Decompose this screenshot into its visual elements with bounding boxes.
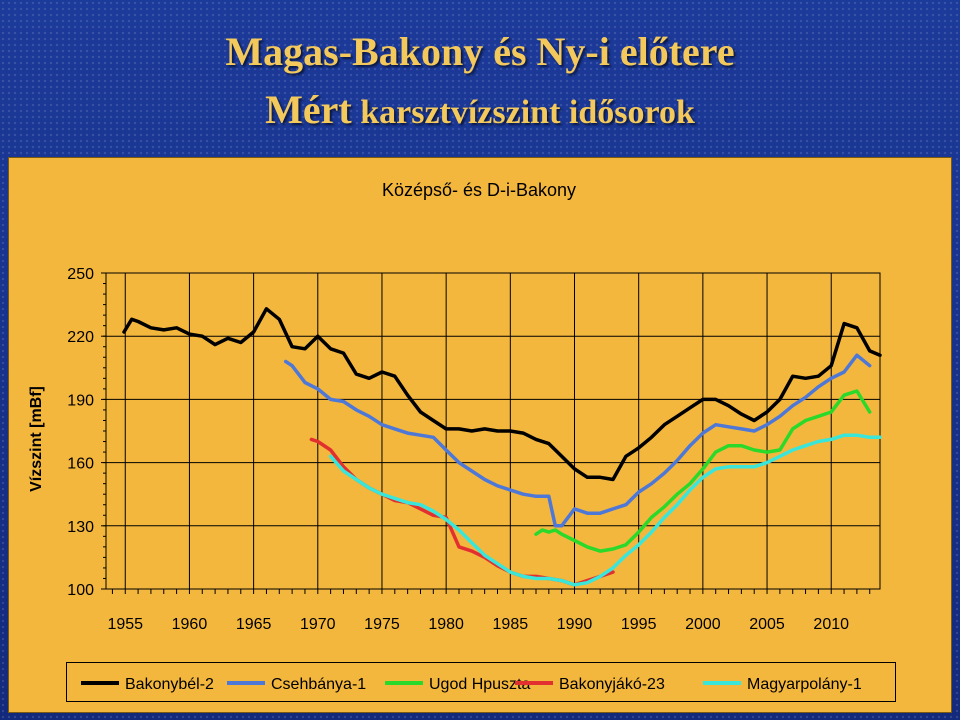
legend-label: Ugod Hpuszta (429, 676, 530, 693)
x-tick-label: 1955 (107, 616, 143, 633)
grid-lines (106, 272, 880, 590)
y-tick-label: 130 (67, 519, 94, 536)
series-line-5 (328, 433, 882, 587)
x-tick-label: 1995 (621, 616, 657, 633)
y-tick-label: 220 (67, 329, 94, 346)
axis-ticks: 1955 1960 1965 1970 1975 1980 1985 1990 1995 2000… (67, 266, 871, 633)
slide-title-strong: Mért (265, 87, 352, 132)
series-line-1 (122, 307, 882, 482)
x-tick-label: 1975 (364, 616, 400, 633)
x-tick-label: 2005 (749, 616, 785, 633)
x-tick-label: 1970 (300, 616, 336, 633)
x-tick-label: 1985 (493, 616, 529, 633)
x-tick-label: 2000 (685, 616, 721, 633)
y-tick-label: 190 (67, 392, 94, 409)
chart-legend: Bakonybél-2 Csehbánya-1 Ugod Hpuszta Bakony… (66, 662, 896, 702)
y-tick-label: 160 (67, 456, 94, 473)
chart-title: Középső- és D-i-Bakony (382, 180, 576, 200)
x-tick-label: 2010 (813, 616, 849, 633)
slide-title-rest: karsztvízszint idősorok (351, 94, 695, 131)
y-axis-label: Vízszint [mBf] (28, 386, 45, 492)
legend-label: Magyarpolány-1 (747, 676, 862, 693)
series-line-3 (534, 389, 872, 553)
series-layer (122, 307, 882, 587)
x-tick-label: 1980 (428, 616, 464, 633)
slide-title-line2: Mért karsztvízszint idősorok (0, 88, 960, 135)
x-tick-label: 1990 (557, 616, 593, 633)
y-tick-label: 250 (67, 266, 94, 283)
legend-label: Csehbánya-1 (271, 676, 366, 693)
legend-label: Bakonybél-2 (125, 676, 214, 693)
x-tick-label: 1960 (172, 616, 208, 633)
slide-title-line1: Magas-Bakony és Ny-i előtere (225, 29, 735, 74)
legend-label: Bakonyjákó-23 (559, 676, 665, 693)
x-tick-label: 1965 (236, 616, 272, 633)
series-line-2 (283, 353, 872, 528)
y-tick-label: 100 (67, 582, 94, 599)
